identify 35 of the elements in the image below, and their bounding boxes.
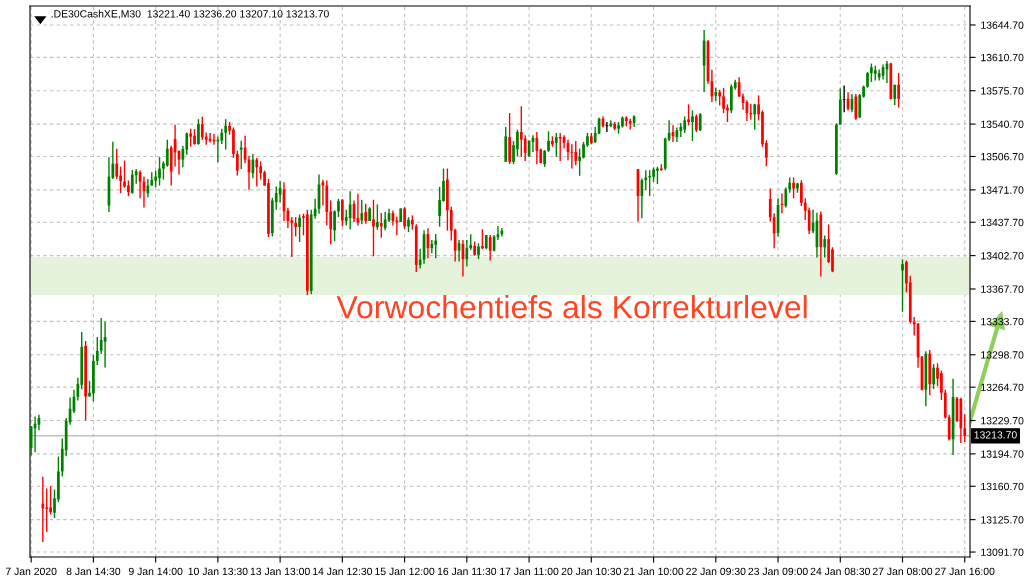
x-tick-label: 15 Jan 12:00 [375,567,435,576]
y-tick-label: 13264.70 [981,383,1024,392]
x-tick-label: 21 Jan 10:00 [623,567,684,576]
chart-title: .DE30CashXE,M30 13221.40 13236.20 13207.10 13213.70 [51,9,329,19]
x-tick-label: 10 Jan 13:30 [188,567,248,576]
x-tick-label: 27 Jan 16:00 [935,567,995,576]
y-tick-label: 13471.70 [981,186,1024,194]
x-tick-label: 16 Jan 11:30 [437,567,497,576]
y-tick-label: 13575.70 [981,87,1024,95]
y-tick-label: 13437.70 [981,218,1024,227]
x-tick-label: 23 Jan 09:00 [748,567,808,576]
x-tick-label: 27 Jan 08:00 [872,567,933,576]
y-tick-label: 13540.70 [981,120,1024,128]
y-tick-label: 13402.70 [981,252,1024,260]
x-tick-label: 9 Jan 14:00 [128,567,183,576]
ref-line-label: 13213.70 [974,431,1017,439]
x-tick-label: 14 Jan 12:30 [313,567,373,576]
x-tick-label: 24 Jan 08:30 [810,567,870,576]
y-tick-label: 13610.70 [981,53,1024,62]
x-tick-label: 8 Jan 14:30 [66,567,121,576]
x-tick-label: 7 Jan 2020 [5,567,57,576]
x-tick-label: 13 Jan 13:00 [250,567,310,576]
y-tick-label: 13125.70 [981,516,1024,524]
x-tick-label: 22 Jan 09:30 [686,567,746,576]
candlestick [558,132,562,162]
y-tick-label: 13506.70 [981,153,1024,161]
y-tick-label: 13644.70 [981,21,1024,29]
y-tick-label: 13194.70 [981,450,1024,458]
y-tick-label: 13160.70 [981,482,1024,491]
x-tick-label: 20 Jan 10:30 [561,567,622,576]
y-tick-label: 13091.70 [981,548,1024,556]
band-label: Vorwochentiefs als Korrekturlevel [336,294,807,319]
y-tick-label: 13367.70 [981,285,1024,293]
y-tick-label: 13229.70 [981,417,1024,425]
x-tick-label: 17 Jan 11:00 [500,567,559,576]
